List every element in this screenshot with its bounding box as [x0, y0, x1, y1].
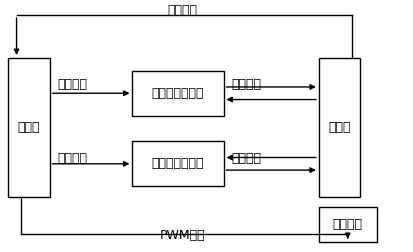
FancyBboxPatch shape — [318, 207, 376, 242]
Text: 第一分制冷系统: 第一分制冷系统 — [152, 87, 204, 100]
FancyBboxPatch shape — [8, 58, 50, 197]
Text: 冷媒循环: 冷媒循环 — [231, 152, 261, 165]
Text: 电加热器: 电加热器 — [332, 218, 362, 231]
FancyBboxPatch shape — [132, 71, 223, 116]
Text: 频率控制: 频率控制 — [57, 78, 87, 91]
Text: 频率控制: 频率控制 — [57, 152, 87, 165]
Text: 第二分制冷系统: 第二分制冷系统 — [152, 157, 204, 170]
Text: 冷媒循环: 冷媒循环 — [231, 78, 261, 91]
Text: 控制板: 控制板 — [18, 121, 40, 134]
Text: 温度反馈: 温度反馈 — [167, 4, 197, 17]
FancyBboxPatch shape — [132, 141, 223, 186]
Text: PWM控制: PWM控制 — [159, 229, 204, 242]
FancyBboxPatch shape — [318, 58, 359, 197]
Text: 冷却板: 冷却板 — [328, 121, 350, 134]
